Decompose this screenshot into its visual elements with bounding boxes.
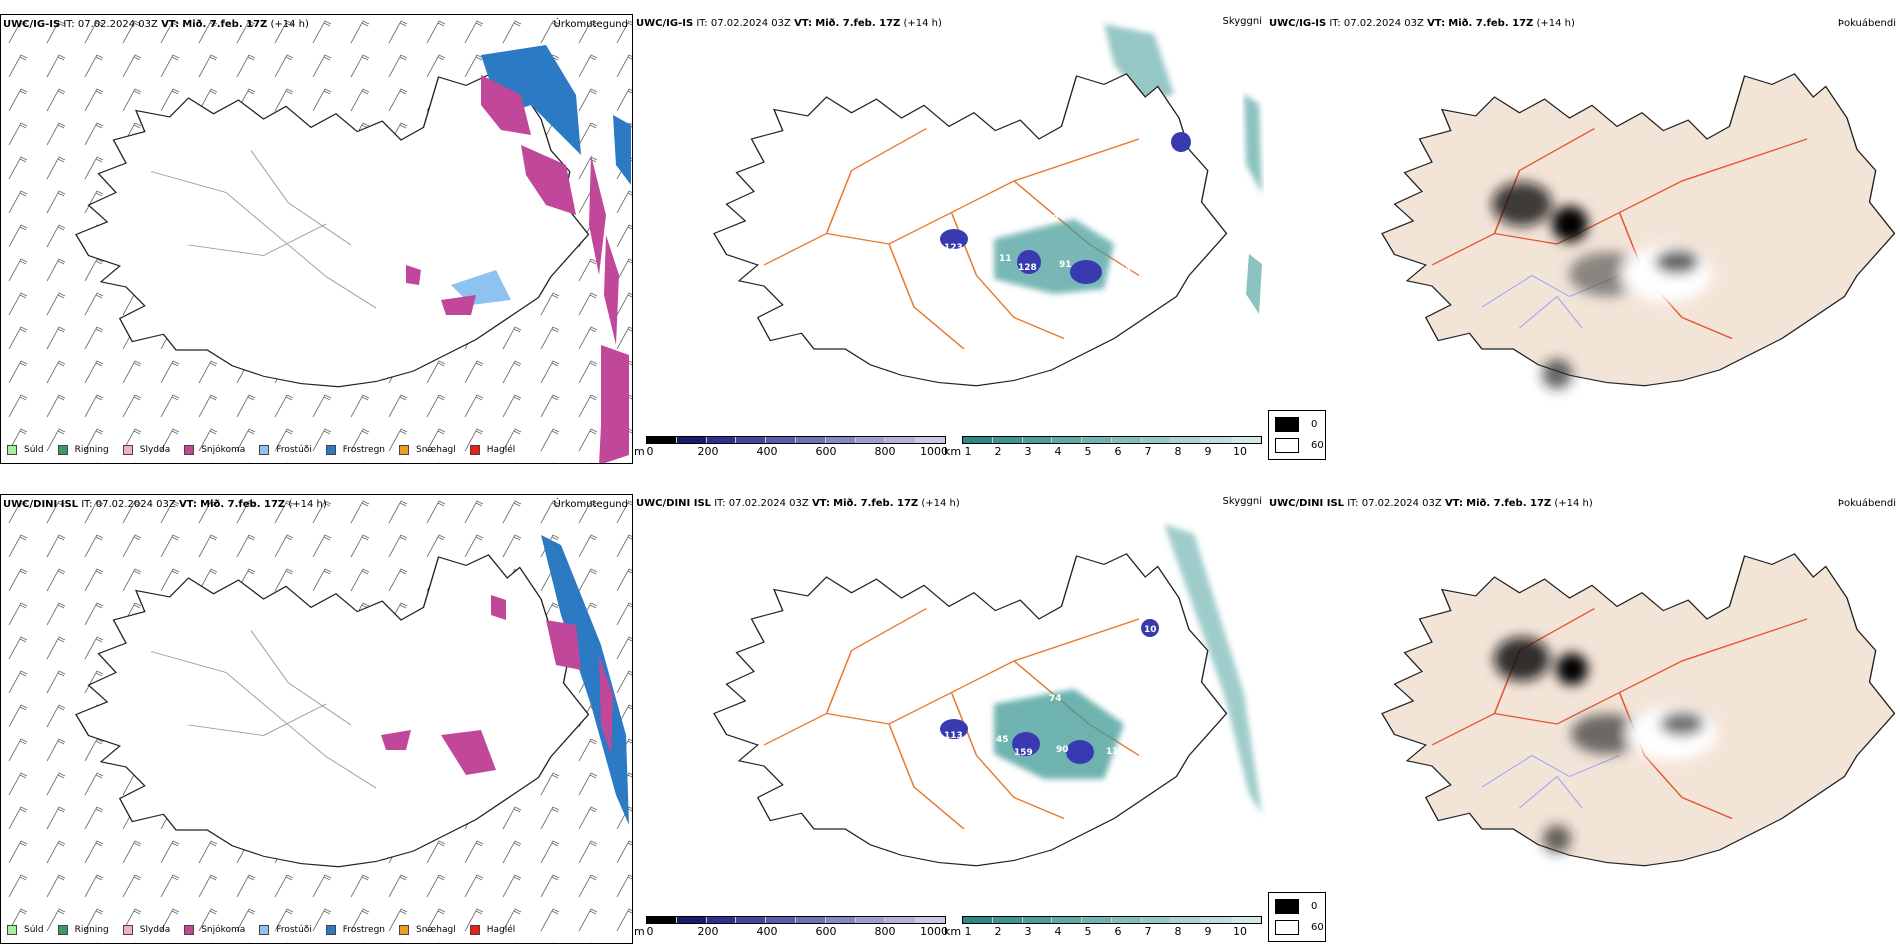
precip-type-panel-row2: UWC/DINI ISL IT: 07.02.2024 03Z VT: Mið.… bbox=[0, 494, 633, 944]
fog-key: 0 60 bbox=[1268, 410, 1326, 460]
run-header: UWC/DINI ISL IT: 07.02.2024 03Z VT: Mið.… bbox=[3, 499, 327, 510]
precip-legend: Súld Rigning Slydda Snjókoma Frostúði Fr… bbox=[7, 445, 529, 455]
svg-text:159: 159 bbox=[1014, 748, 1033, 758]
run-header: UWC/DINI ISL IT: 07.02.2024 03Z VT: Mið.… bbox=[1269, 498, 1593, 509]
svg-text:119: 119 bbox=[1106, 747, 1125, 757]
precip-type-map bbox=[1, 495, 632, 943]
visibility-map: 10 29 74 113 45 159 90 119 bbox=[713, 524, 1262, 867]
panel-title: Þokuábendi bbox=[1837, 18, 1896, 29]
visibility-colorbar: km 1 2 3 4 5 6 7 8 9 10 bbox=[944, 916, 1264, 940]
svg-text:56: 56 bbox=[1176, 167, 1189, 177]
visibility-map: 24 7 56 61 40 123 11 128 91 144 bbox=[713, 24, 1262, 387]
legend-item: Haglél bbox=[469, 925, 515, 935]
frostregn-area bbox=[541, 535, 629, 825]
legend-item: Snæhagl bbox=[399, 925, 456, 935]
legend-item: Snæhagl bbox=[399, 445, 456, 455]
svg-text:40: 40 bbox=[1046, 214, 1059, 224]
legend-item: Snjókoma bbox=[184, 925, 245, 935]
svg-text:29: 29 bbox=[1179, 647, 1192, 657]
run-header: UWC/IG-IS IT: 07.02.2024 03Z VT: Mið. 7.… bbox=[636, 18, 942, 29]
panel-title: Skyggni bbox=[1222, 16, 1262, 27]
legend-item: Frostúði bbox=[259, 445, 312, 455]
panel-title: Skyggni bbox=[1222, 496, 1262, 507]
svg-text:123: 123 bbox=[944, 243, 963, 253]
visibility-panel-row1: 24 7 56 61 40 123 11 128 91 144 Skyggni bbox=[634, 14, 1266, 464]
fog-key: 0 60 bbox=[1268, 892, 1326, 942]
legend-item: Slydda bbox=[122, 925, 170, 935]
fog-map bbox=[1381, 553, 1896, 867]
svg-text:113: 113 bbox=[944, 731, 963, 741]
snow-depth-spots bbox=[940, 132, 1191, 284]
fog-shading bbox=[1492, 182, 1712, 389]
legend-item: Frostregn bbox=[325, 445, 385, 455]
svg-text:74: 74 bbox=[1049, 694, 1062, 704]
svg-text:128: 128 bbox=[1018, 263, 1037, 273]
snow-depth-spots bbox=[940, 619, 1159, 764]
svg-text:144: 144 bbox=[1112, 265, 1131, 275]
svg-text:90: 90 bbox=[1056, 745, 1069, 755]
precip-legend: Súld Rigning Slydda Snjókoma Frostúði Fr… bbox=[7, 925, 529, 935]
legend-item: Súld bbox=[7, 445, 44, 455]
precip-type-panel-row1: UWC/IG-IS IT: 07.02.2024 03Z VT: Mið. 7.… bbox=[0, 14, 633, 464]
legend-item: Súld bbox=[7, 925, 44, 935]
visibility-panel-row2: 10 29 74 113 45 159 90 119 Skyggni bbox=[634, 494, 1266, 944]
legend-item: Rigning bbox=[57, 925, 109, 935]
panel-title: Þokuábendi bbox=[1837, 498, 1896, 509]
svg-text:10: 10 bbox=[1144, 625, 1157, 635]
snow-depth-colorbar: m 0 200 400 600 800 1000 bbox=[634, 916, 948, 940]
run-header: UWC/IG-IS IT: 07.02.2024 03Z VT: Mið. 7.… bbox=[3, 19, 309, 30]
frostregn-area bbox=[481, 45, 581, 155]
svg-text:61: 61 bbox=[1176, 181, 1189, 191]
legend-item: Frostúði bbox=[259, 925, 312, 935]
svg-text:24: 24 bbox=[1146, 141, 1159, 151]
visibility-colorbar: km 1 2 3 4 5 6 7 8 9 10 bbox=[944, 436, 1264, 460]
fog-panel-row1: UWC/IG-IS IT: 07.02.2024 03Z VT: Mið. 7.… bbox=[1267, 14, 1900, 464]
legend-item: Snjókoma bbox=[184, 445, 245, 455]
svg-text:91: 91 bbox=[1059, 260, 1072, 270]
fog-panel-row2: UWC/DINI ISL IT: 07.02.2024 03Z VT: Mið.… bbox=[1267, 494, 1900, 944]
panel-title: Úrkomutegund bbox=[553, 19, 628, 30]
svg-text:11: 11 bbox=[999, 254, 1012, 264]
run-header: UWC/IG-IS IT: 07.02.2024 03Z VT: Mið. 7.… bbox=[1269, 18, 1575, 29]
legend-item: Frostregn bbox=[325, 925, 385, 935]
fog-map bbox=[1381, 73, 1896, 389]
legend-item: Rigning bbox=[57, 445, 109, 455]
snow-depth-colorbar: m 0 200 400 600 800 1000 bbox=[634, 436, 948, 460]
fog-shading bbox=[1494, 637, 1717, 853]
legend-item: Slydda bbox=[122, 445, 170, 455]
svg-text:7: 7 bbox=[1182, 156, 1188, 166]
run-header: UWC/DINI ISL IT: 07.02.2024 03Z VT: Mið.… bbox=[636, 498, 960, 509]
legend-item: Haglél bbox=[469, 445, 515, 455]
panel-title: Úrkomutegund bbox=[553, 499, 628, 510]
precip-type-map bbox=[1, 15, 632, 463]
snjokoma-area bbox=[481, 75, 531, 135]
svg-text:45: 45 bbox=[996, 735, 1009, 745]
